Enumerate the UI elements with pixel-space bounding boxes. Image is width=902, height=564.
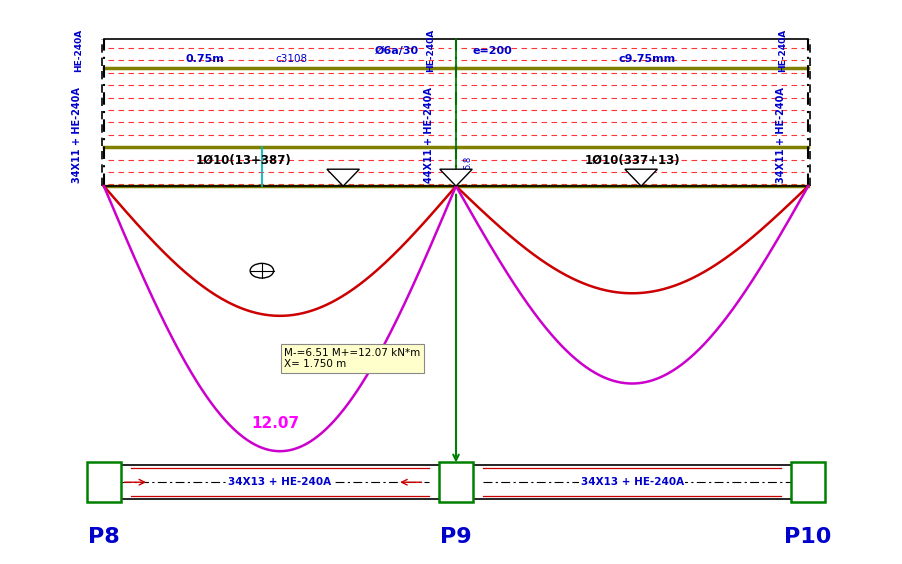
Text: HE-240A: HE-240A (778, 29, 787, 72)
Text: Ø6a/30: Ø6a/30 (375, 46, 419, 56)
Bar (790, 462, 824, 502)
Text: P10: P10 (784, 527, 831, 547)
Text: c3108: c3108 (275, 54, 308, 64)
Polygon shape (624, 169, 657, 186)
Text: 34X13 + HE-240A: 34X13 + HE-240A (228, 477, 331, 487)
Bar (438, 462, 473, 502)
Bar (87, 462, 121, 502)
Text: 5.8: 5.8 (463, 156, 472, 169)
Text: 12.07: 12.07 (251, 416, 299, 430)
Text: M-=6.51 M+=12.07 kN*m
X= 1.750 m: M-=6.51 M+=12.07 kN*m X= 1.750 m (284, 348, 420, 369)
Text: 34X11 + HE-240A: 34X11 + HE-240A (775, 87, 786, 183)
Text: c9.75mm: c9.75mm (618, 54, 675, 64)
Text: 44X11 + HE-240A: 44X11 + HE-240A (423, 87, 434, 183)
Text: P8: P8 (87, 527, 120, 547)
Text: 1Ø10(13+387): 1Ø10(13+387) (196, 154, 291, 168)
Text: HE-240A: HE-240A (74, 29, 83, 72)
Text: 0.75m: 0.75m (185, 54, 224, 64)
Polygon shape (439, 169, 472, 186)
Text: 34X13 + HE-240A: 34X13 + HE-240A (580, 477, 683, 487)
Polygon shape (327, 169, 359, 186)
Text: 1Ø10(337+13): 1Ø10(337+13) (584, 154, 679, 168)
Text: 34X11 + HE-240A: 34X11 + HE-240A (71, 87, 82, 183)
Text: P9: P9 (439, 527, 472, 547)
Text: e=200: e=200 (472, 46, 511, 56)
Text: HE-240A: HE-240A (426, 29, 435, 72)
